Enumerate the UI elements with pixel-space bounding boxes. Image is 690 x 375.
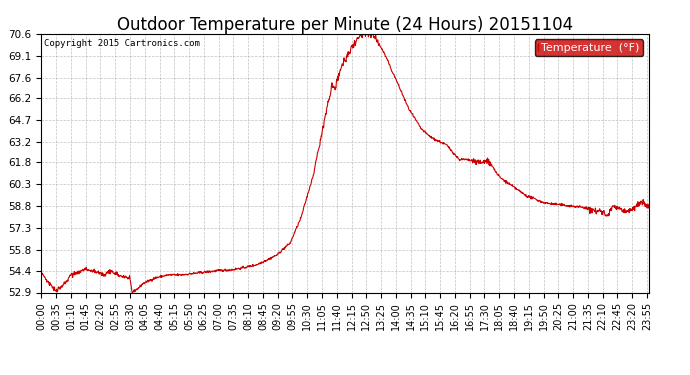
Title: Outdoor Temperature per Minute (24 Hours) 20151104: Outdoor Temperature per Minute (24 Hours… (117, 16, 573, 34)
Text: Copyright 2015 Cartronics.com: Copyright 2015 Cartronics.com (44, 39, 200, 48)
Legend: Temperature  (°F): Temperature (°F) (535, 39, 643, 56)
